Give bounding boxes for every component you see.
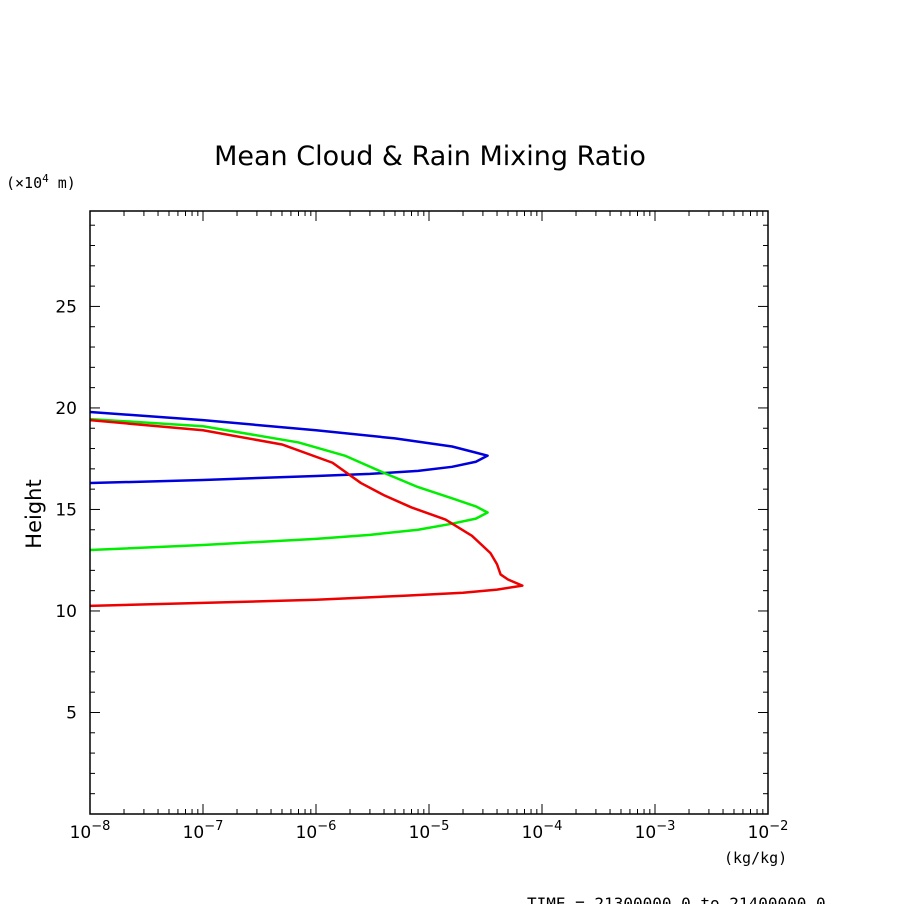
x-tick-base: 10 — [748, 823, 770, 843]
x-tick-label: 10−2 — [748, 819, 789, 843]
y-unit-prefix: (×10 — [6, 174, 42, 192]
x-tick-base: 10 — [296, 823, 318, 843]
series-line-2 — [89, 417, 489, 552]
y-unit-label: (×104 m) — [6, 172, 76, 192]
x-tick-exponent: −5 — [430, 819, 449, 834]
x-tick-label: 10−5 — [409, 819, 450, 843]
x-tick-base: 10 — [70, 823, 92, 843]
axis-ticks — [89, 211, 768, 814]
y-unit-suffix: m) — [49, 174, 76, 192]
series-line-1 — [89, 410, 489, 485]
x-tick-label: 10−3 — [635, 819, 676, 843]
chart-title: Mean Cloud & Rain Mixing Ratio — [214, 141, 646, 172]
x-tick-base: 10 — [409, 823, 431, 843]
y-tick-label: 25 — [55, 297, 77, 317]
x-tick-exponent: −6 — [317, 819, 336, 834]
x-tick-exponent: −8 — [91, 819, 110, 834]
x-tick-exponent: −7 — [204, 819, 223, 834]
y-tick-label: 5 — [66, 703, 77, 723]
x-tick-exponent: −3 — [656, 819, 675, 834]
x-tick-exponent: −2 — [769, 819, 788, 834]
y-tick-label: 15 — [55, 500, 77, 520]
plot-frame — [89, 210, 769, 815]
x-tick-base: 10 — [183, 823, 205, 843]
x-tick-base: 10 — [522, 823, 544, 843]
y-unit-exponent: 4 — [42, 172, 49, 185]
x-tick-labels: 10−8 10−7 10−6 10−5 10−4 10−3 10−2 — [70, 819, 789, 843]
footer-time: TIME = 21300000.0 to 21400000.0 — [527, 894, 826, 904]
series-group — [89, 410, 524, 608]
x-tick-label: 10−8 — [70, 819, 111, 843]
y-tick-label: 20 — [55, 399, 77, 419]
x-tick-label: 10−4 — [522, 819, 563, 843]
x-unit-label: (kg/kg) — [724, 849, 787, 867]
series-line-3 — [89, 418, 524, 608]
x-tick-base: 10 — [635, 823, 657, 843]
x-tick-label: 10−7 — [183, 819, 224, 843]
x-tick-label: 10−6 — [296, 819, 337, 843]
y-tick-label: 10 — [55, 602, 77, 622]
x-tick-exponent: −4 — [543, 819, 562, 834]
y-axis-label: Height — [22, 479, 46, 548]
y-tick-labels: 5 10 15 20 25 — [55, 297, 77, 723]
